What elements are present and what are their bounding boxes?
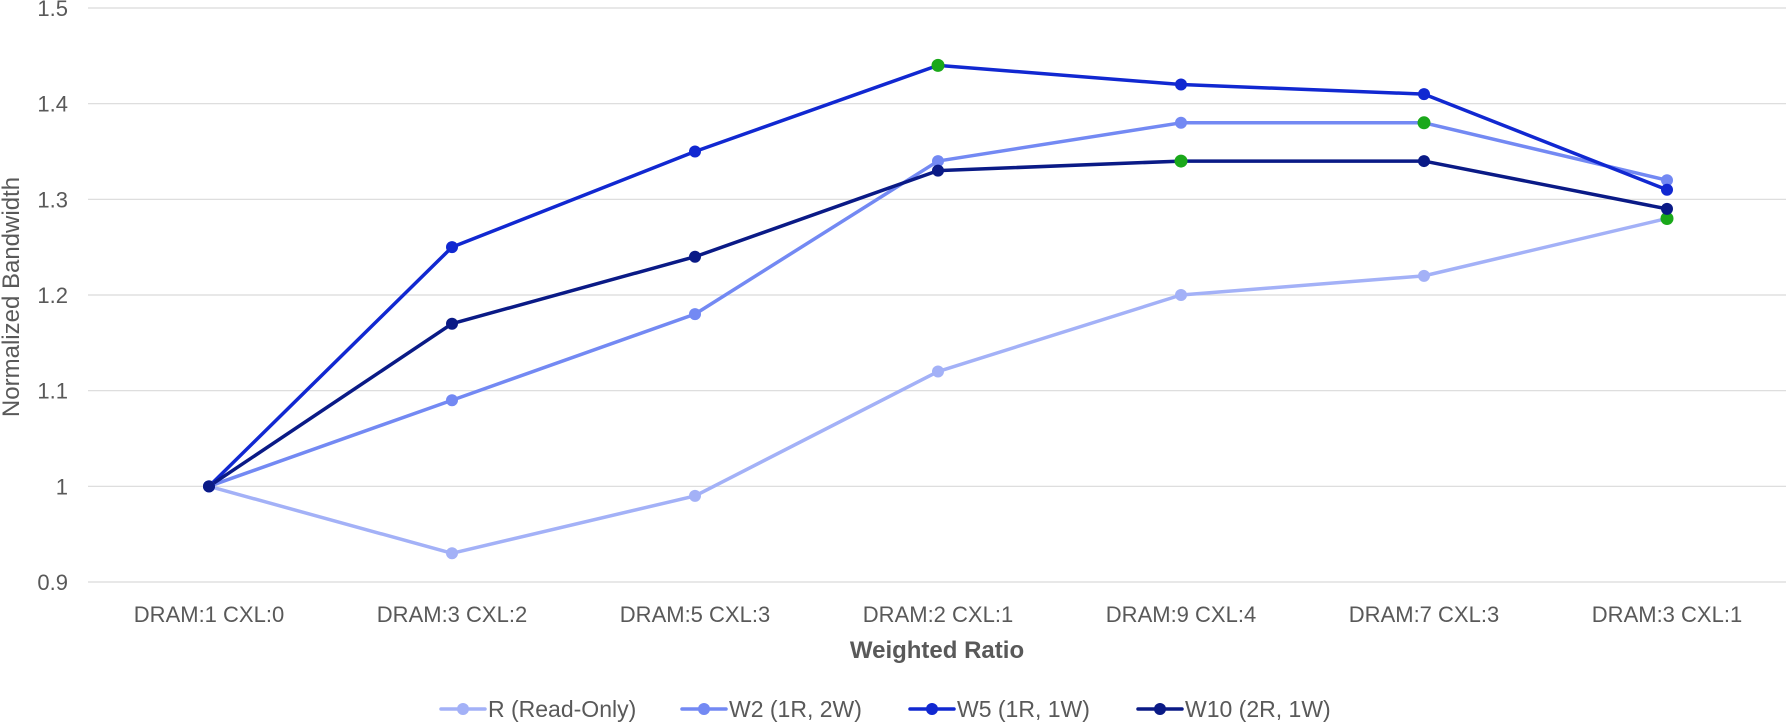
legend-label: R (Read-Only) (488, 696, 636, 722)
data-point (689, 489, 701, 502)
y-tick-label: 1.1 (37, 379, 68, 404)
data-point (1661, 202, 1673, 215)
data-point (932, 155, 944, 168)
gridlines (88, 7, 1786, 583)
legend-marker (457, 703, 469, 715)
data-point (446, 394, 458, 407)
data-point (1661, 174, 1673, 187)
legend-marker (926, 703, 938, 715)
y-tick-label: 1.5 (37, 0, 68, 21)
y-tick-label: 1.2 (37, 283, 68, 308)
x-tick-label: DRAM:3 CXL:2 (377, 602, 527, 627)
y-axis-ticks: 0.9 1 1.1 1.2 1.3 1.4 1.5 (37, 0, 68, 595)
x-tick-label: DRAM:7 CXL:3 (1349, 602, 1499, 627)
x-tick-label: DRAM:1 CXL:0 (134, 602, 284, 627)
data-point (1661, 183, 1673, 196)
legend-item: W10 (2R, 1W) (1136, 696, 1331, 722)
legend-label: W10 (2R, 1W) (1185, 696, 1331, 722)
data-point (689, 145, 701, 158)
series-line-2 (207, 121, 1669, 489)
highlighted-data-point (1417, 116, 1431, 130)
legend-item: R (Read-Only) (439, 696, 636, 722)
highlighted-data-point (1660, 211, 1674, 225)
highlighted-data-point (1174, 154, 1188, 168)
data-point (203, 480, 215, 493)
data-point (446, 547, 458, 560)
series-lines (207, 63, 1669, 556)
data-point (1175, 78, 1187, 91)
y-tick-label: 1 (56, 474, 68, 499)
legend-item: W5 (1R, 1W) (908, 696, 1090, 722)
y-tick-label: 1.3 (37, 187, 68, 212)
y-tick-label: 0.9 (37, 570, 68, 595)
data-point (689, 250, 701, 263)
series-line-4 (207, 159, 1669, 489)
data-point (932, 164, 944, 177)
legend: R (Read-Only) W2 (1R, 2W) W5 (1R, 1W) W10 (… (439, 696, 1331, 722)
data-point (1418, 269, 1430, 282)
legend-item: W2 (1R, 2W) (680, 696, 862, 722)
legend-marker (1154, 703, 1166, 715)
y-tick-label: 1.4 (37, 92, 68, 117)
data-point (446, 241, 458, 254)
legend-marker (698, 703, 710, 715)
data-point (1175, 116, 1187, 129)
x-axis-title: Weighted Ratio (850, 637, 1024, 664)
legend-label: W5 (1R, 1W) (957, 696, 1090, 722)
data-point (1418, 88, 1430, 101)
highlighted-data-point (931, 58, 945, 72)
data-point (446, 317, 458, 330)
x-axis-ticks: DRAM:1 CXL:0 DRAM:3 CXL:2 DRAM:5 CXL:3 DRAM… (134, 602, 1742, 627)
x-tick-label: DRAM:5 CXL:3 (620, 602, 770, 627)
x-tick-label: DRAM:9 CXL:4 (1106, 602, 1256, 627)
x-tick-label: DRAM:2 CXL:1 (863, 602, 1013, 627)
data-points (203, 58, 1674, 560)
data-point (932, 365, 944, 378)
legend-label: W2 (1R, 2W) (729, 696, 862, 722)
data-point (1175, 289, 1187, 301)
x-tick-label: DRAM:3 CXL:1 (1592, 602, 1742, 627)
y-axis-title: Normalized Bandwidth (0, 177, 25, 417)
data-point (1418, 155, 1430, 168)
data-point (689, 308, 701, 321)
